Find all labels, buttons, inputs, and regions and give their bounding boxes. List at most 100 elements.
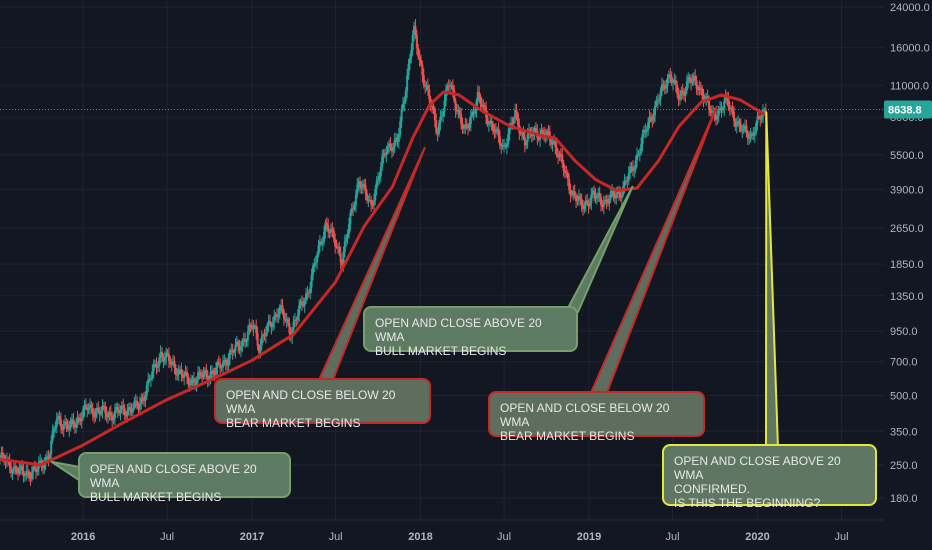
candle-body bbox=[392, 147, 395, 152]
candle-body bbox=[673, 80, 676, 83]
candle-body bbox=[72, 419, 75, 425]
candle-body bbox=[33, 466, 36, 469]
candle bbox=[425, 81, 428, 92]
candle-body bbox=[321, 241, 324, 244]
candle-body bbox=[237, 341, 240, 347]
y-tick-label: 350.0 bbox=[890, 426, 918, 438]
candle-body bbox=[504, 144, 507, 147]
candle bbox=[483, 102, 486, 112]
candle-body bbox=[166, 352, 169, 355]
candle bbox=[199, 368, 202, 380]
candle bbox=[154, 359, 157, 368]
candle-body bbox=[388, 143, 391, 147]
candle-body bbox=[407, 63, 410, 76]
candle-body bbox=[383, 153, 386, 156]
candle-body bbox=[579, 196, 582, 199]
candle-body bbox=[58, 416, 61, 420]
candle-body bbox=[15, 467, 18, 473]
candle bbox=[327, 218, 330, 238]
candle-body bbox=[403, 100, 406, 104]
candle bbox=[381, 149, 384, 172]
candle-body bbox=[65, 421, 68, 425]
candle-body bbox=[631, 167, 634, 172]
candle-body bbox=[50, 440, 53, 455]
candle bbox=[62, 419, 65, 438]
candle-body bbox=[245, 340, 248, 342]
candle-body bbox=[732, 111, 735, 121]
candle bbox=[683, 88, 686, 101]
candle-body bbox=[154, 363, 157, 365]
candle-body bbox=[177, 369, 180, 375]
candle-body bbox=[390, 147, 393, 152]
candle bbox=[728, 101, 731, 116]
candle bbox=[219, 357, 222, 376]
candle bbox=[223, 354, 226, 367]
candle-body bbox=[173, 361, 176, 368]
candle-body bbox=[341, 262, 344, 266]
candle-body bbox=[122, 405, 125, 409]
candle-body bbox=[476, 91, 479, 102]
candle-body bbox=[169, 360, 172, 365]
candle-body bbox=[692, 75, 695, 79]
candle bbox=[591, 187, 594, 199]
candle bbox=[413, 21, 416, 42]
candle-body bbox=[421, 64, 424, 76]
candle-body bbox=[266, 324, 269, 333]
candle bbox=[745, 119, 748, 138]
candle-body bbox=[540, 129, 543, 135]
candle bbox=[386, 142, 389, 155]
candle-body bbox=[683, 93, 686, 96]
candle bbox=[90, 401, 93, 413]
candle bbox=[687, 72, 690, 89]
candle-body bbox=[111, 415, 114, 421]
candle-body bbox=[575, 195, 578, 202]
candle bbox=[684, 86, 687, 103]
candle-body bbox=[600, 197, 603, 206]
candle-body bbox=[561, 154, 564, 163]
candle bbox=[140, 393, 143, 410]
candle-body bbox=[436, 132, 439, 135]
candle bbox=[417, 43, 420, 60]
candle bbox=[634, 155, 637, 174]
candle bbox=[270, 321, 273, 335]
candle-body bbox=[465, 124, 468, 126]
candle-body bbox=[521, 132, 524, 134]
candle-body bbox=[741, 130, 744, 132]
candle bbox=[663, 80, 666, 95]
candle bbox=[667, 70, 670, 83]
candle bbox=[457, 104, 460, 119]
candle-body bbox=[329, 228, 332, 233]
candle bbox=[287, 316, 290, 327]
candle-body bbox=[242, 338, 245, 341]
candle-body bbox=[167, 354, 170, 361]
candle bbox=[264, 326, 267, 344]
candle-body bbox=[739, 124, 742, 132]
candle bbox=[406, 68, 409, 99]
candle-body bbox=[277, 314, 280, 318]
candle-body bbox=[716, 115, 719, 120]
candle bbox=[30, 466, 33, 482]
candle-body bbox=[381, 156, 384, 167]
candle bbox=[321, 236, 324, 251]
candle-body bbox=[708, 100, 711, 110]
candle bbox=[583, 201, 586, 214]
candle-body bbox=[648, 116, 651, 123]
candle-body bbox=[590, 194, 593, 203]
candle-body bbox=[464, 124, 467, 128]
candle bbox=[440, 110, 443, 121]
callout-confirmed-2020: OPEN AND CLOSE ABOVE 20 WMA CONFIRMED. I… bbox=[662, 444, 877, 510]
candle-body bbox=[310, 275, 313, 288]
candle-body bbox=[113, 410, 116, 419]
candle bbox=[269, 314, 272, 327]
candle bbox=[674, 75, 677, 93]
candle-body bbox=[44, 457, 47, 464]
candle bbox=[120, 401, 123, 414]
candle bbox=[55, 412, 58, 434]
candle-body bbox=[361, 183, 364, 188]
candle bbox=[554, 138, 557, 155]
candle bbox=[503, 138, 506, 153]
callout-bull-2019: OPEN AND CLOSE ABOVE 20 WMA BULL MARKET … bbox=[363, 306, 578, 358]
candle bbox=[350, 203, 353, 216]
candle-body bbox=[753, 132, 756, 136]
candle bbox=[717, 105, 720, 123]
